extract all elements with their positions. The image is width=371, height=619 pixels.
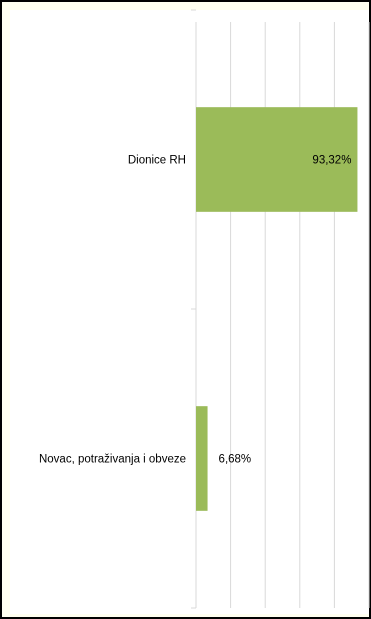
category-label: Novac, potraživanja i obveze [39,454,186,466]
data-label: 93,32% [312,155,351,167]
category-label: Dionice RH [128,155,186,167]
chart-plot-area: Dionice RH 93,32% Novac, potraživanja i ob… [10,9,370,614]
data-label: 6,68% [219,454,252,466]
bar-chart: Dionice RH 93,32% Novac, potraživanja i ob… [39,9,370,609]
bar [196,406,208,511]
bar [196,107,358,212]
